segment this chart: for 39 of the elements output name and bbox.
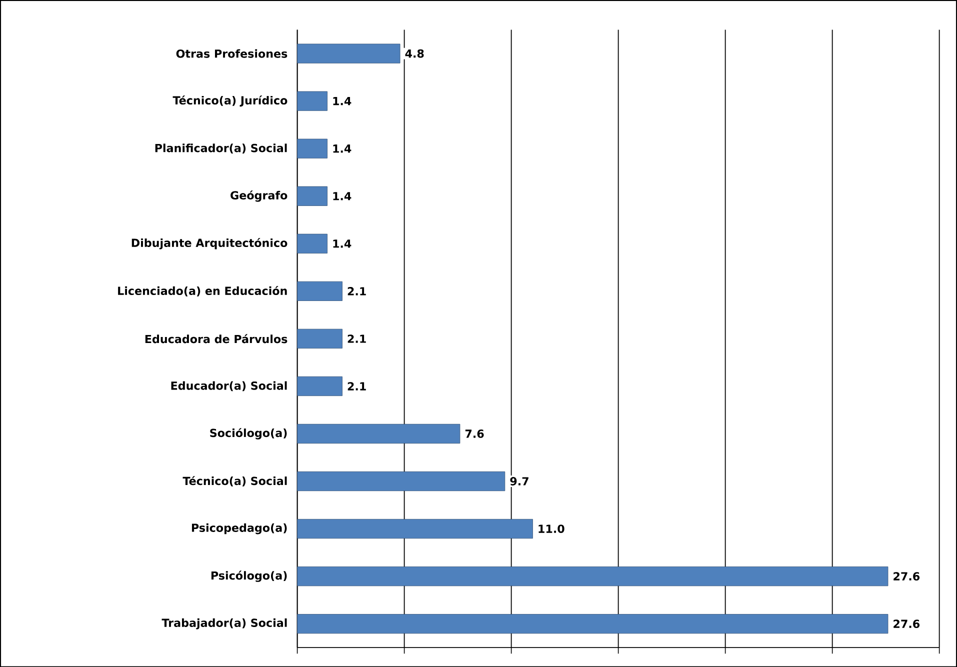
data-label: 2.1 bbox=[348, 334, 366, 343]
bar bbox=[297, 186, 328, 206]
data-label: 27.6 bbox=[894, 572, 920, 580]
data-label: 27.6 bbox=[894, 620, 920, 628]
data-label: 7.6 bbox=[465, 429, 484, 438]
bar bbox=[297, 281, 342, 301]
data-label: 11.0 bbox=[538, 524, 564, 533]
y-tick-label: Geógrafo bbox=[230, 190, 288, 202]
y-tick-label: Psicopedago(a) bbox=[192, 523, 287, 534]
y-tick-label: Licenciado(a) en Educación bbox=[118, 286, 287, 296]
y-tick-label: Sociólogo(a) bbox=[210, 428, 287, 440]
bar bbox=[297, 376, 342, 396]
bar bbox=[297, 518, 533, 538]
bar bbox=[297, 328, 342, 348]
y-tick-label: Planificador(a) Social bbox=[155, 144, 287, 154]
y-tick-label: Educador(a) Social bbox=[171, 381, 287, 392]
data-label: 1.4 bbox=[333, 96, 352, 105]
data-label: 1.4 bbox=[333, 192, 352, 200]
y-tick-label: Psicólogo(a) bbox=[211, 570, 287, 582]
y-tick-label: Otras Profesiones bbox=[176, 49, 288, 58]
bar bbox=[297, 234, 328, 254]
y-tick-label: Dibujante Arquitectónico bbox=[132, 238, 288, 250]
y-tick-label: Técnico(a) Social bbox=[182, 476, 287, 486]
data-label: 1.4 bbox=[333, 144, 352, 153]
data-label: 4.8 bbox=[405, 49, 424, 58]
y-tick-label: Técnico(a) Jurídico bbox=[172, 95, 288, 106]
bar bbox=[297, 614, 888, 634]
bar bbox=[297, 91, 328, 111]
bar bbox=[297, 566, 888, 586]
bar bbox=[297, 138, 328, 158]
bar bbox=[297, 471, 506, 491]
data-label: 2.1 bbox=[348, 382, 366, 390]
bar bbox=[297, 424, 460, 444]
data-label: 2.1 bbox=[348, 286, 366, 296]
data-label: 1.4 bbox=[333, 239, 352, 248]
bar bbox=[297, 44, 400, 64]
y-tick-label: Trabajador(a) Social bbox=[162, 618, 287, 630]
data-label: 9.7 bbox=[510, 476, 528, 486]
y-tick-label: Educadora de Párvulos bbox=[145, 334, 288, 344]
